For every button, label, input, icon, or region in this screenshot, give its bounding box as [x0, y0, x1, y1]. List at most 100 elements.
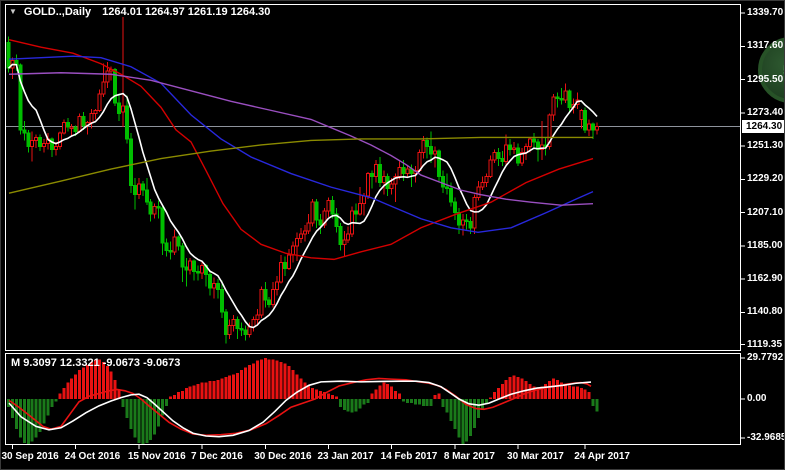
candle-body: [69, 126, 74, 129]
candle-body: [18, 64, 23, 131]
candle-body: [306, 222, 311, 232]
histogram-bar: [216, 379, 220, 399]
candle-body: [34, 136, 39, 141]
price-axis-label: 1317.60: [747, 40, 784, 52]
candle-body: [211, 282, 216, 289]
date-axis-label: 30 Mar 2017: [507, 451, 564, 462]
histogram-bar: [117, 389, 121, 399]
candle-body: [101, 81, 106, 95]
histogram-bar: [283, 363, 287, 399]
candle-body: [496, 152, 501, 160]
histogram-bar: [125, 399, 129, 419]
candle-body: [318, 219, 323, 226]
histogram-bar: [500, 383, 504, 399]
candle-body: [267, 299, 272, 306]
histogram-bar: [168, 396, 172, 399]
histogram-bar: [429, 399, 433, 406]
histogram-bar: [263, 357, 267, 399]
histogram-bar: [441, 399, 445, 408]
histogram-bar: [508, 377, 512, 399]
candle-body: [6, 42, 11, 69]
candle-body: [223, 311, 228, 336]
histogram-bar: [402, 399, 405, 402]
histogram-bar: [161, 399, 165, 416]
candle-body: [547, 114, 552, 147]
candle-body: [358, 203, 363, 215]
histogram-bar: [14, 399, 18, 430]
histogram-bar: [86, 364, 89, 399]
histogram-bar: [496, 388, 500, 399]
histogram-bar: [449, 399, 453, 421]
histogram-bar: [121, 399, 125, 408]
candle-body: [563, 90, 568, 101]
histogram-bar: [544, 383, 548, 399]
histogram-bar: [18, 399, 22, 438]
histogram-bar: [38, 399, 42, 432]
candle-body: [377, 164, 382, 184]
histogram-bar: [583, 389, 587, 399]
indicator-signal-white: [8, 380, 592, 438]
candle-body: [401, 167, 406, 175]
candle-body: [417, 152, 422, 172]
candle-body: [97, 93, 102, 111]
histogram-bar: [204, 382, 208, 399]
histogram-bar: [405, 399, 409, 404]
histogram-bar: [78, 370, 82, 399]
histogram-bar: [212, 381, 216, 399]
indicator-axis-label: 29.7792: [747, 352, 784, 363]
watermark-text: 52: [783, 62, 784, 79]
histogram-bar: [157, 399, 161, 427]
candle-body: [57, 132, 62, 147]
histogram-bar: [105, 366, 109, 399]
histogram-bar: [46, 399, 50, 416]
price-axis-label: 1207.10: [747, 206, 784, 218]
candle-body: [121, 105, 126, 113]
candle-body: [484, 176, 489, 184]
histogram-bar: [425, 399, 429, 406]
histogram-bar: [287, 366, 291, 399]
candle-body: [215, 282, 220, 290]
candle-body: [441, 176, 445, 188]
candle-body: [259, 288, 264, 316]
candle-body: [128, 138, 133, 187]
histogram-bar: [93, 359, 97, 399]
histogram-bar: [358, 399, 362, 409]
histogram-bar: [271, 359, 275, 399]
candle-body: [452, 201, 457, 214]
candle-body: [243, 329, 248, 336]
indicator-axis-label: -32.9685: [747, 432, 785, 443]
current-price-tag: 1264.30: [742, 120, 784, 133]
candle-body: [448, 188, 453, 203]
candle-body: [520, 152, 524, 164]
histogram-bar: [70, 378, 74, 399]
histogram-bar: [374, 389, 378, 399]
histogram-bar: [82, 367, 86, 399]
candle-body: [176, 236, 181, 247]
candle-body: [373, 164, 378, 178]
symbol-dropdown-icon[interactable]: ▼: [9, 7, 17, 16]
candle-body: [425, 139, 430, 147]
candle-body: [429, 145, 434, 155]
histogram-bar: [220, 378, 224, 399]
candle-body: [180, 245, 185, 268]
histogram-bar: [520, 378, 524, 399]
candle-body: [144, 189, 149, 203]
histogram-bar: [563, 383, 567, 399]
candle-body: [207, 273, 212, 289]
histogram-bar: [409, 399, 413, 404]
candle-body: [362, 195, 366, 205]
candle-body: [105, 70, 110, 83]
candle-body: [156, 206, 161, 209]
histogram-bar: [465, 399, 469, 442]
date-axis-label: 30 Sep 2016: [1, 451, 59, 462]
histogram-bar: [232, 374, 236, 399]
candle-body: [113, 69, 118, 104]
histogram-bar: [342, 399, 346, 410]
histogram-bar: [196, 383, 200, 399]
histogram-bar: [145, 399, 149, 443]
histogram-bar: [279, 362, 283, 399]
histogram-bar: [133, 399, 137, 438]
candle-body: [290, 245, 295, 256]
